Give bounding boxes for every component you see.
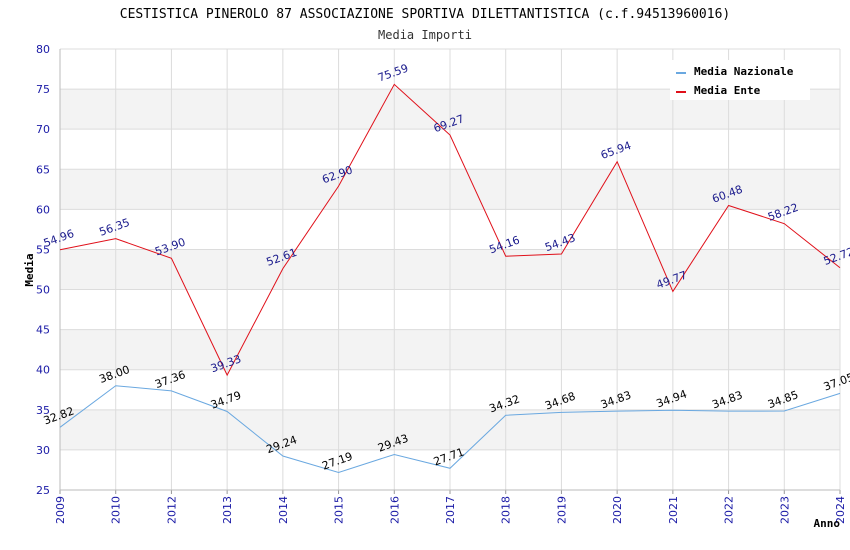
x-tick-label: 2021	[667, 496, 680, 524]
x-tick-label: 2018	[500, 496, 513, 524]
x-tick-label: 2023	[778, 496, 791, 524]
x-axis-ticks: 2009 2010 2012 2013 2014 2015 2016 2017 2018 2019…	[54, 496, 847, 524]
chart-title: CESTISTICA PINEROLO 87 ASSOCIAZIONE SPOR…	[120, 7, 730, 22]
legend-label: Media Nazionale	[694, 65, 794, 78]
x-tick-label: 2014	[277, 496, 290, 524]
y-tick-label: 35	[36, 404, 50, 417]
x-tick-label: 2016	[388, 496, 401, 524]
y-tick-label: 40	[36, 364, 50, 377]
x-tick-label: 2013	[221, 496, 234, 524]
y-tick-label: 60	[36, 203, 50, 216]
y-tick-label: 25	[36, 484, 50, 497]
x-tick-label: 2009	[54, 496, 67, 524]
y-tick-label: 55	[36, 243, 50, 256]
x-axis-label: Anno	[814, 517, 841, 530]
legend-box	[670, 60, 810, 100]
gridlines	[59, 48, 841, 494]
x-tick-label: 2017	[444, 496, 457, 524]
x-tick-label: 2024	[834, 496, 847, 524]
x-tick-label: 2019	[555, 496, 568, 524]
y-tick-label: 65	[36, 163, 50, 176]
series-lines	[59, 83, 841, 473]
legend: Media Nazionale Media Ente	[670, 60, 810, 100]
y-tick-label: 45	[36, 324, 50, 337]
x-tick-label: 2022	[723, 496, 736, 524]
y-tick-label: 70	[36, 123, 50, 136]
x-tick-label: 2010	[110, 496, 123, 524]
y-tick-label: 50	[36, 284, 50, 297]
y-tick-label: 30	[36, 444, 50, 457]
x-tick-label: 2020	[611, 496, 624, 524]
y-axis-label: Media	[23, 253, 36, 286]
series-line-media-ente	[59, 83, 841, 377]
y-tick-label: 80	[36, 43, 50, 56]
x-tick-label: 2015	[333, 496, 346, 524]
chart-subtitle: Media Importi	[378, 28, 472, 42]
legend-label: Media Ente	[694, 84, 761, 97]
series-line-media-nazionale	[59, 385, 841, 473]
x-tick-label: 2012	[165, 496, 178, 524]
y-tick-label: 75	[36, 83, 50, 96]
y-axis-ticks: 25 30 35 40 45 50 55 60 65 70 75 80	[36, 43, 50, 497]
